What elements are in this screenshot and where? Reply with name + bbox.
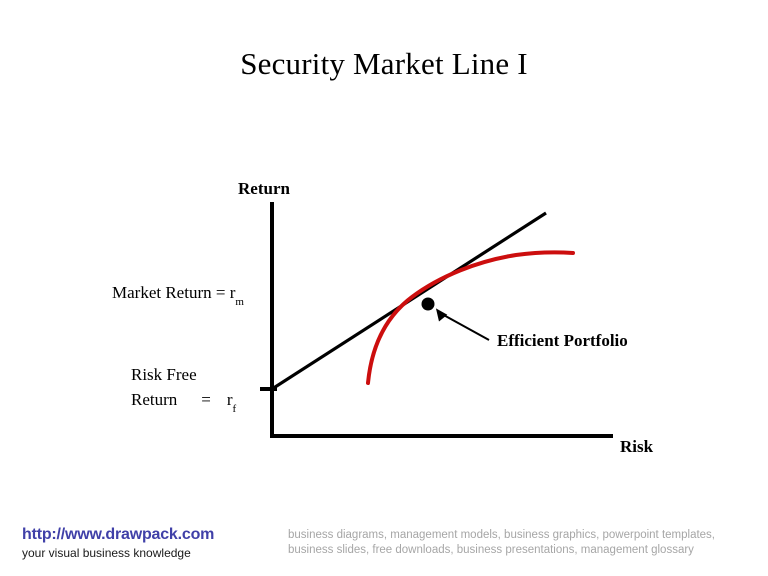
slide-footer: http://www.drawpack.com your visual busi… bbox=[0, 520, 768, 576]
risk-free-line-2: Return = rf bbox=[131, 387, 236, 419]
market-return-subscript: m bbox=[235, 296, 244, 309]
risk-free-return-text: Return bbox=[131, 390, 178, 409]
market-return-text: Market Return = r bbox=[112, 283, 236, 302]
chart-canvas bbox=[260, 202, 613, 438]
efficient-frontier-curve bbox=[366, 250, 575, 385]
efficient-portfolio-label: Efficient Portfolio bbox=[497, 331, 628, 350]
risk-free-line-1: Risk Free bbox=[131, 365, 197, 384]
risk-free-return-label: Risk Free Return = rf bbox=[131, 362, 236, 419]
risk-free-equals-sign: = bbox=[201, 390, 211, 409]
security-market-line-diagram: Return Risk Market Return = rm Risk Free… bbox=[112, 179, 654, 456]
x-axis-title: Risk bbox=[620, 437, 654, 456]
drawpack-url-link[interactable]: http://www.drawpack.com bbox=[22, 526, 215, 543]
footer-tagline: your visual business knowledge bbox=[22, 546, 191, 560]
y-axis-title: Return bbox=[238, 179, 290, 198]
market-return-label: Market Return = rm bbox=[112, 283, 244, 309]
efficient-portfolio-marker bbox=[421, 297, 435, 311]
footer-keywords: business diagrams, management models, bu… bbox=[288, 529, 715, 556]
risk-free-symbol: r bbox=[226, 390, 233, 409]
risk-free-subscript: f bbox=[232, 403, 237, 416]
page-title: Security Market Line I bbox=[240, 46, 528, 81]
efficient-portfolio-arrow bbox=[435, 308, 490, 341]
